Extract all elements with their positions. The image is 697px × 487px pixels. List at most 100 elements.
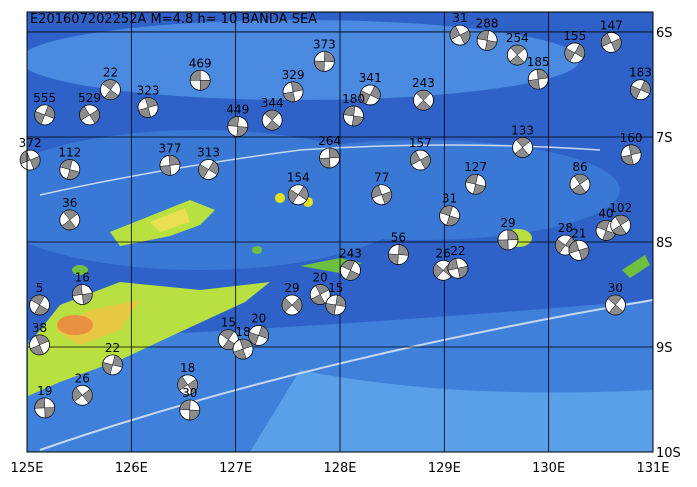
beachball-quadrant xyxy=(314,51,335,72)
beachball-quadrant xyxy=(29,334,50,356)
beachball-quadrant xyxy=(410,150,431,170)
beachball xyxy=(319,147,340,169)
depth-label: 254 xyxy=(506,31,529,45)
x-tick-label: 126E xyxy=(115,461,148,476)
depth-label: 288 xyxy=(476,16,499,30)
beachball xyxy=(59,209,81,231)
depth-label: 77 xyxy=(374,171,389,185)
beachball xyxy=(388,244,409,265)
beachball xyxy=(281,294,303,316)
beachball-quadrant xyxy=(568,240,590,261)
beachball-quadrant xyxy=(177,376,198,394)
beachball xyxy=(564,42,586,64)
x-tick-label: 129E xyxy=(428,461,461,476)
x-tick-label: 130E xyxy=(532,461,565,476)
depth-label: 36 xyxy=(62,196,77,210)
beachball-quadrant xyxy=(447,258,469,279)
beachball xyxy=(569,173,591,195)
beachball xyxy=(79,104,100,126)
beachball-quadrant xyxy=(360,85,381,105)
beachball-quadrant xyxy=(601,32,622,52)
beachball xyxy=(506,44,528,66)
depth-label: 19 xyxy=(37,384,52,398)
beachball-quadrant xyxy=(343,105,364,127)
beachball xyxy=(449,24,471,46)
beachball xyxy=(620,144,642,166)
depth-label: 15 xyxy=(328,281,343,295)
depth-label: 133 xyxy=(511,123,534,137)
y-tick-label: 10S xyxy=(656,446,681,461)
beachball xyxy=(137,97,159,118)
depth-label: 15 xyxy=(221,316,236,330)
beachball-quadrant xyxy=(514,137,531,158)
depth-label: 154 xyxy=(287,171,310,185)
beachball-quadrant xyxy=(34,105,55,125)
beachball-quadrant xyxy=(61,209,79,231)
beachball xyxy=(248,325,270,346)
depth-label: 323 xyxy=(137,84,160,98)
beachball xyxy=(227,116,249,137)
beachball-quadrant xyxy=(189,70,211,91)
beachball xyxy=(179,399,201,421)
depth-label: 243 xyxy=(339,246,362,260)
beachball xyxy=(309,284,331,305)
beachball xyxy=(217,329,239,351)
depth-label: 22 xyxy=(103,66,118,80)
x-tick-label: 125E xyxy=(10,461,43,476)
beachball-quadrant xyxy=(179,399,201,421)
beachball-quadrant xyxy=(449,25,471,45)
depth-label: 243 xyxy=(412,76,435,90)
beachball xyxy=(630,79,651,101)
beachball xyxy=(605,294,626,316)
depth-label: 185 xyxy=(527,55,550,69)
beachball xyxy=(371,184,393,206)
depth-label: 373 xyxy=(313,37,336,51)
beachball xyxy=(34,104,56,126)
beachball-quadrant xyxy=(102,354,123,375)
beachball-quadrant xyxy=(233,338,253,360)
depth-label: 155 xyxy=(563,29,586,43)
beachball xyxy=(198,159,219,180)
x-tick-label: 127E xyxy=(219,461,252,476)
map-title: E201607202252A M=4.8 h= 10 BANDA SEA xyxy=(30,12,317,27)
depth-label: 344 xyxy=(261,96,284,110)
depth-label: 529 xyxy=(78,91,101,105)
beachball xyxy=(413,89,434,111)
beachball xyxy=(512,137,533,158)
beachball-quadrant xyxy=(564,43,585,63)
beachball-quadrant xyxy=(371,184,392,205)
map-frame xyxy=(26,11,654,453)
basemap xyxy=(27,12,653,452)
beachball xyxy=(340,259,361,281)
depth-label: 22 xyxy=(105,341,120,355)
beachball xyxy=(71,284,93,305)
y-tick-label: 6S xyxy=(656,26,673,41)
depth-label: 372 xyxy=(19,136,42,150)
beachball xyxy=(527,68,549,90)
beachball xyxy=(568,239,590,261)
depth-label: 31 xyxy=(442,192,457,206)
beachball xyxy=(159,154,181,176)
beachball-quadrant xyxy=(571,174,589,195)
beachball xyxy=(34,397,56,419)
beachball xyxy=(261,109,283,131)
beachball xyxy=(282,81,304,103)
beachball xyxy=(29,294,50,316)
beachball-quadrant xyxy=(227,116,248,137)
beachball-quadrant xyxy=(319,147,340,169)
depth-label: 127 xyxy=(464,160,487,174)
beachball-quadrant xyxy=(198,160,219,179)
beachball-quadrant xyxy=(611,214,630,236)
beachball-quadrant xyxy=(72,387,93,404)
depth-label: 38 xyxy=(32,321,47,335)
y-tick-label: 9S xyxy=(656,341,673,356)
beachball xyxy=(497,229,519,251)
beachball-quadrant xyxy=(388,244,409,265)
depth-label: 30 xyxy=(608,281,623,295)
depth-label: 313 xyxy=(197,146,220,160)
depth-label: 147 xyxy=(600,18,623,32)
beachball-quadrant xyxy=(621,144,642,166)
beachball xyxy=(232,338,254,360)
beachball xyxy=(600,32,622,53)
